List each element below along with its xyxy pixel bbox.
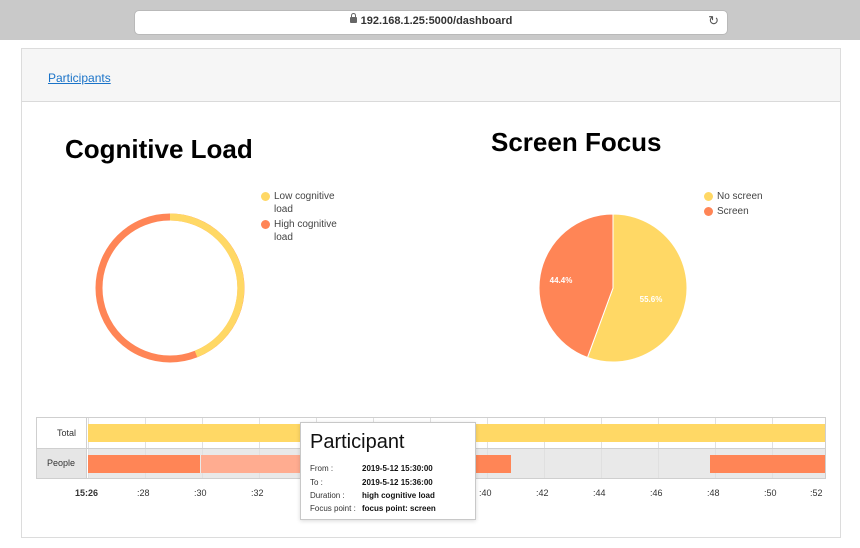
url-value: 192.168.1.25:5000/dashboard: [360, 15, 513, 27]
people-bar-segment[interactable]: [473, 455, 511, 473]
cognitive-load-donut: [95, 213, 245, 363]
legend-label: High cognitive load: [274, 219, 337, 243]
legend-dot: [261, 220, 270, 229]
participants-link[interactable]: Participants: [48, 71, 111, 85]
legend-label: No screen: [717, 191, 763, 202]
people-bar-segment[interactable]: [88, 455, 200, 473]
low-load-arc: [169, 213, 245, 358]
tick-label: :48: [707, 488, 720, 498]
tooltip-row-to: To : 2019-5-12 15:36:00: [310, 478, 433, 487]
navbar: Participants: [22, 49, 840, 102]
screen-focus-title: Screen Focus: [491, 127, 662, 157]
lock-icon: [349, 13, 357, 23]
tick-label: :28: [137, 488, 150, 498]
tick-label: :46: [650, 488, 663, 498]
tick-label: 15:26: [75, 488, 99, 498]
row-label-people: People: [37, 449, 87, 478]
legend-item-screen[interactable]: Screen: [704, 205, 794, 218]
tooltip-title: Participant: [310, 431, 405, 453]
tooltip-key: To :: [310, 478, 323, 487]
pie-slice-no-screen[interactable]: [586, 213, 688, 363]
tooltip-value: 2019-5-12 15:36:00: [362, 478, 433, 487]
tick-label: :32: [251, 488, 264, 498]
browser-toolbar: 192.168.1.25:5000/dashboard ↻: [0, 0, 860, 40]
tick-label: :52: [810, 488, 823, 498]
legend-item-no-screen[interactable]: No screen: [704, 190, 794, 203]
tooltip-key: From :: [310, 464, 334, 473]
cognitive-load-title: Cognitive Load: [65, 134, 253, 164]
tick-label: :40: [479, 488, 492, 498]
participant-tooltip: Participant From : 2019-5-12 15:30:00 To …: [300, 422, 476, 520]
legend-dot: [704, 207, 713, 216]
legend-dot: [261, 192, 270, 201]
tick-label: :50: [764, 488, 777, 498]
tick-label: :42: [536, 488, 549, 498]
pie-label-no-screen: 55.6%: [640, 295, 663, 304]
tooltip-row-from: From : 2019-5-12 15:30:00: [310, 464, 433, 473]
url-text: 192.168.1.25:5000/dashboard: [135, 13, 727, 27]
pie-slice-screen[interactable]: [538, 213, 614, 359]
legend-label: Screen: [717, 206, 749, 217]
legend-label: Low cognitive load: [274, 191, 335, 215]
legend-item-high-load[interactable]: High cognitive load: [261, 218, 351, 244]
tick-label: :30: [194, 488, 207, 498]
people-bar-segment[interactable]: [710, 455, 825, 473]
screen-focus-legend: No screen Screen: [704, 190, 794, 220]
tooltip-value: focus point: screen: [362, 504, 436, 513]
tick-label: :44: [593, 488, 606, 498]
row-label-total: Total: [37, 418, 87, 448]
tooltip-value: high cognitive load: [362, 491, 435, 500]
reload-icon[interactable]: ↻: [708, 13, 719, 28]
tooltip-key: Duration :: [310, 491, 345, 500]
address-bar[interactable]: 192.168.1.25:5000/dashboard ↻: [134, 10, 728, 35]
tooltip-row-focus: Focus point : focus point: screen: [310, 504, 436, 513]
tooltip-key: Focus point :: [310, 504, 356, 513]
cognitive-load-legend: Low cognitive load High cognitive load: [261, 190, 351, 246]
screen-focus-pie: 55.6% 44.4%: [538, 213, 688, 363]
legend-item-low-load[interactable]: Low cognitive load: [261, 190, 351, 216]
people-bar-segment-selected[interactable]: [201, 455, 301, 473]
legend-dot: [704, 192, 713, 201]
pie-label-screen: 44.4%: [550, 276, 573, 285]
tooltip-value: 2019-5-12 15:30:00: [362, 464, 433, 473]
tooltip-row-duration: Duration : high cognitive load: [310, 491, 435, 500]
